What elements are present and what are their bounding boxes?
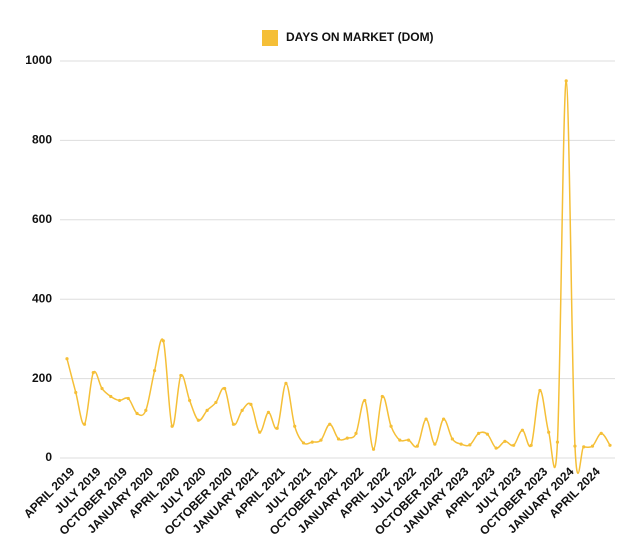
point [284, 381, 288, 385]
point [249, 402, 253, 407]
point [555, 440, 560, 444]
point [573, 444, 577, 448]
point [608, 443, 612, 447]
y-tick-label: 400 [32, 291, 52, 305]
point [319, 438, 323, 442]
point [74, 390, 78, 395]
y-tick-label: 600 [32, 212, 52, 226]
point [599, 431, 603, 435]
point [520, 428, 525, 432]
y-tick-label: 800 [32, 133, 52, 147]
point [406, 438, 411, 442]
point [152, 369, 157, 373]
point [231, 422, 236, 426]
point [91, 371, 95, 375]
point [512, 443, 516, 447]
point [170, 424, 174, 428]
point [266, 410, 271, 414]
point [126, 396, 130, 401]
point [301, 441, 306, 445]
point [223, 386, 227, 391]
point [100, 386, 104, 391]
point [109, 394, 113, 399]
point [433, 442, 437, 446]
point [65, 357, 69, 361]
legend-label: DAYS ON MARKET (DOM) [286, 30, 434, 44]
point [450, 437, 454, 441]
point [293, 424, 297, 428]
point [371, 447, 376, 451]
point [205, 408, 209, 412]
point [275, 426, 279, 430]
point [547, 430, 551, 434]
point [117, 398, 122, 403]
point [529, 443, 533, 447]
point [214, 400, 218, 405]
point [494, 446, 498, 450]
point [196, 418, 200, 422]
point [354, 431, 358, 435]
point [380, 394, 384, 399]
point [503, 439, 507, 443]
point [538, 388, 542, 393]
point [161, 339, 165, 343]
point [144, 408, 148, 412]
point [564, 79, 568, 83]
point [328, 422, 332, 426]
point [336, 437, 341, 441]
point [135, 411, 139, 416]
y-tick-label: 200 [32, 371, 52, 385]
point [485, 432, 489, 436]
point [424, 417, 428, 421]
point [415, 444, 419, 448]
point [310, 440, 314, 444]
point [363, 398, 367, 403]
point [441, 417, 446, 421]
line [66, 80, 611, 475]
y-tick-label: 1000 [25, 53, 52, 67]
point [82, 422, 87, 426]
point [179, 373, 183, 378]
point [345, 436, 349, 440]
point [389, 424, 393, 428]
point [590, 444, 595, 448]
point [582, 445, 586, 449]
point [258, 430, 262, 434]
point [477, 431, 481, 435]
point [188, 398, 192, 403]
point [398, 438, 402, 442]
point [468, 443, 472, 447]
point [459, 442, 463, 446]
y-tick-label: 0 [45, 450, 52, 464]
point [240, 408, 244, 412]
legend-swatch [262, 30, 278, 46]
